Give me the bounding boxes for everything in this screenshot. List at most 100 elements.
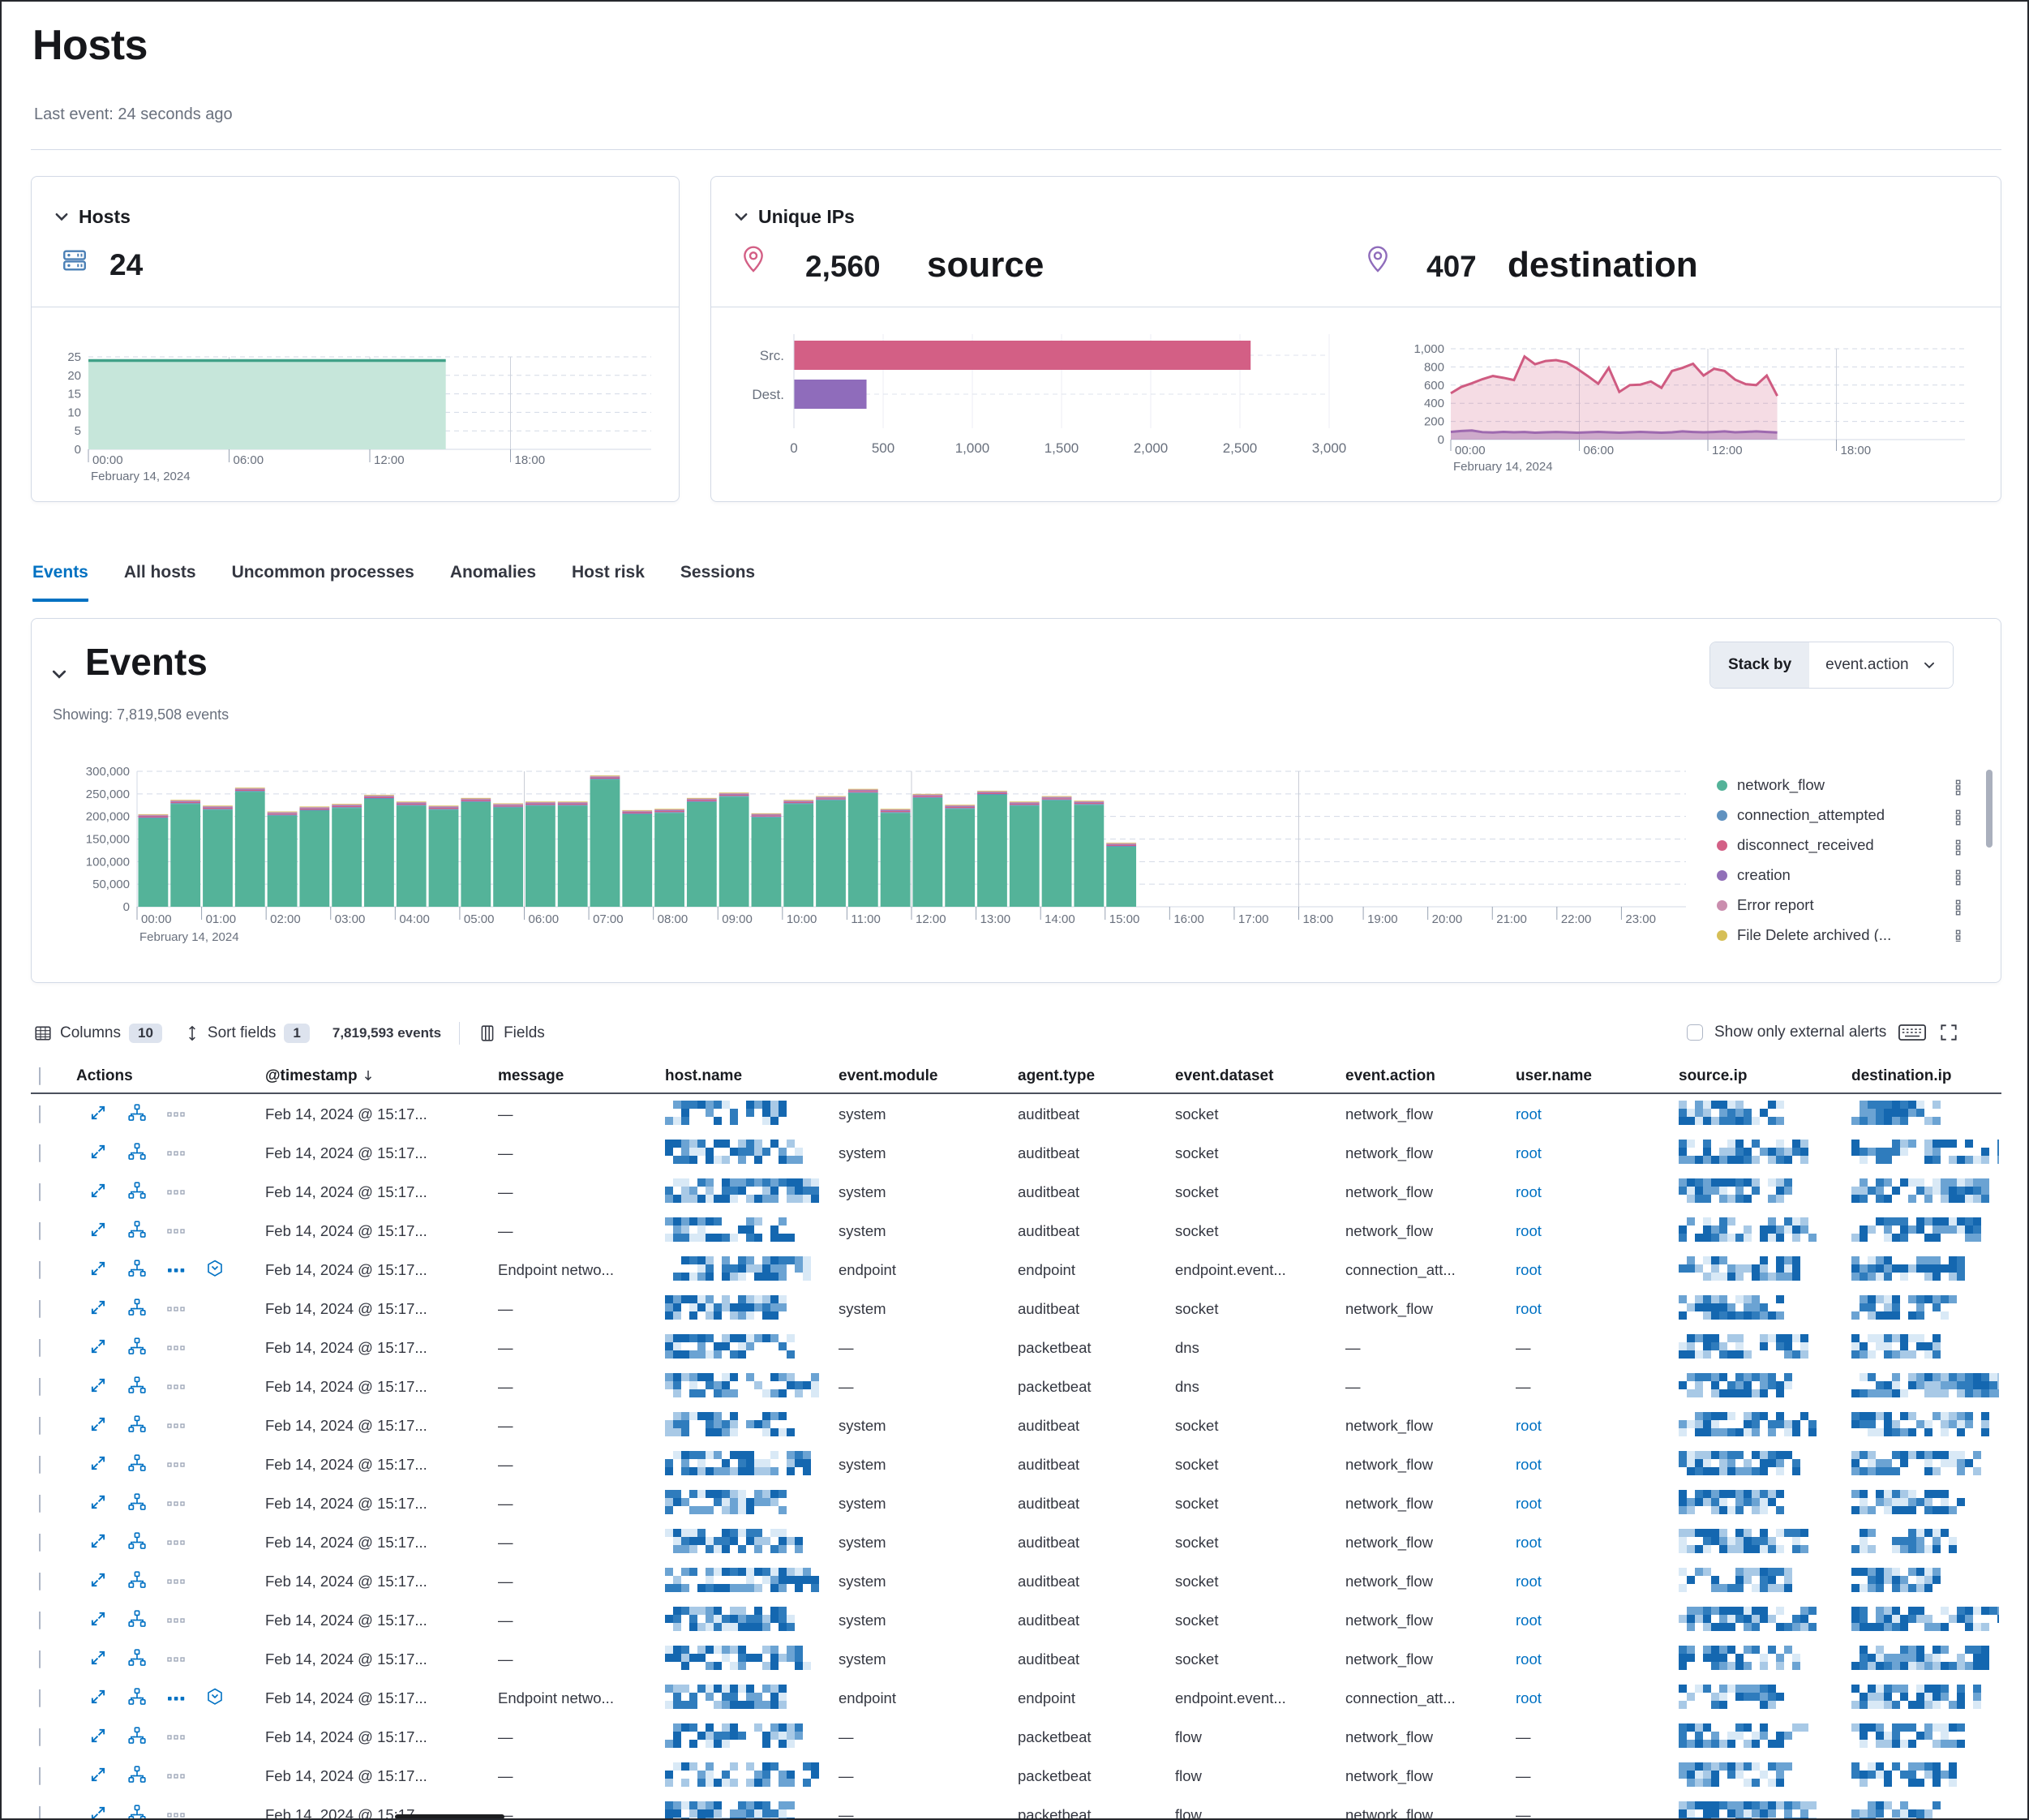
- horizontal-scrollbar[interactable]: [395, 1814, 504, 1819]
- expand-event-icon[interactable]: [89, 1571, 107, 1593]
- analyze-event-icon[interactable]: [127, 1570, 147, 1594]
- column-header-message[interactable]: message: [487, 1067, 654, 1085]
- more-actions-icon[interactable]: [167, 1495, 185, 1513]
- user-name-link[interactable]: root: [1516, 1144, 1542, 1161]
- more-actions-icon[interactable]: [167, 1144, 185, 1162]
- column-header-eventaction[interactable]: event.action: [1334, 1067, 1504, 1085]
- user-name-link[interactable]: root: [1516, 1417, 1542, 1434]
- row-checkbox[interactable]: [39, 1728, 41, 1746]
- row-checkbox[interactable]: [39, 1806, 41, 1820]
- row-checkbox[interactable]: [39, 1612, 41, 1629]
- more-actions-icon[interactable]: [167, 1767, 185, 1785]
- user-name-link[interactable]: root: [1516, 1183, 1542, 1200]
- row-checkbox[interactable]: [39, 1378, 41, 1396]
- expand-event-icon[interactable]: [89, 1298, 107, 1320]
- column-header-eventmodule[interactable]: event.module: [827, 1067, 1006, 1085]
- expand-event-icon[interactable]: [89, 1454, 107, 1476]
- row-checkbox[interactable]: [39, 1417, 41, 1435]
- collapse-chevron-icon[interactable]: [49, 664, 67, 682]
- analyze-event-icon[interactable]: [127, 1414, 147, 1438]
- legend-item[interactable]: connection_attempted: [1702, 803, 2001, 827]
- expand-event-icon[interactable]: [89, 1104, 107, 1126]
- user-name-link[interactable]: root: [1516, 1261, 1542, 1278]
- legend-item[interactable]: creation: [1702, 863, 2001, 887]
- select-all-checkbox[interactable]: [39, 1067, 41, 1085]
- row-checkbox[interactable]: [39, 1222, 41, 1240]
- more-actions-icon[interactable]: [167, 1222, 185, 1240]
- legend-options-icon[interactable]: [1955, 839, 1962, 860]
- tab-events[interactable]: Events: [32, 563, 88, 602]
- analyze-event-icon[interactable]: [127, 1609, 147, 1633]
- more-actions-icon[interactable]: [167, 1456, 185, 1474]
- column-header-agenttype[interactable]: agent.type: [1006, 1067, 1164, 1085]
- more-actions-icon[interactable]: [167, 1183, 185, 1201]
- more-actions-icon[interactable]: [167, 1378, 185, 1396]
- analyze-event-icon[interactable]: [127, 1765, 147, 1788]
- tab-sessions[interactable]: Sessions: [680, 563, 755, 602]
- tab-uncommon-processes[interactable]: Uncommon processes: [232, 563, 414, 602]
- expand-event-icon[interactable]: [89, 1688, 107, 1710]
- user-name-link[interactable]: root: [1516, 1612, 1542, 1629]
- analyze-event-icon[interactable]: [127, 1259, 147, 1282]
- legend-item[interactable]: network_flow: [1702, 773, 2001, 797]
- column-header-eventdataset[interactable]: event.dataset: [1164, 1067, 1334, 1085]
- row-checkbox[interactable]: [39, 1767, 41, 1785]
- user-name-link[interactable]: root: [1516, 1650, 1542, 1668]
- more-actions-icon[interactable]: [167, 1534, 185, 1552]
- user-name-link[interactable]: root: [1516, 1105, 1542, 1122]
- row-checkbox[interactable]: [39, 1183, 41, 1201]
- analyze-event-icon[interactable]: [127, 1298, 147, 1321]
- stack-by-select[interactable]: event.action: [1809, 642, 1952, 688]
- analyze-event-icon[interactable]: [127, 1337, 147, 1360]
- row-checkbox[interactable]: [39, 1534, 41, 1552]
- tab-host-risk[interactable]: Host risk: [572, 563, 645, 602]
- external-alerts-checkbox[interactable]: [1687, 1024, 1703, 1041]
- expand-event-icon[interactable]: [89, 1493, 107, 1515]
- expand-event-icon[interactable]: [89, 1766, 107, 1788]
- expand-event-icon[interactable]: [89, 1260, 107, 1281]
- columns-control[interactable]: Columns 10: [34, 1024, 162, 1043]
- expand-event-icon[interactable]: [89, 1610, 107, 1632]
- column-header-Actions[interactable]: Actions: [71, 1067, 254, 1085]
- more-actions-icon[interactable]: [167, 1806, 185, 1820]
- more-actions-icon[interactable]: [167, 1573, 185, 1590]
- column-header-timestamp[interactable]: @timestamp: [254, 1067, 487, 1085]
- user-name-link[interactable]: root: [1516, 1456, 1542, 1473]
- collapse-chevron-icon[interactable]: [53, 208, 71, 225]
- analyze-event-icon[interactable]: [127, 1376, 147, 1399]
- column-header-hostname[interactable]: host.name: [654, 1067, 827, 1085]
- analyze-event-icon[interactable]: [127, 1453, 147, 1477]
- analyze-event-icon[interactable]: [127, 1531, 147, 1555]
- more-actions-icon[interactable]: [167, 1300, 185, 1318]
- column-header-username[interactable]: user.name: [1504, 1067, 1667, 1085]
- expand-event-icon[interactable]: [89, 1727, 107, 1749]
- fullscreen-icon[interactable]: [1938, 1022, 1959, 1043]
- expand-event-icon[interactable]: [89, 1337, 107, 1359]
- collapse-chevron-icon[interactable]: [732, 208, 750, 225]
- analyze-event-icon[interactable]: [127, 1648, 147, 1672]
- row-checkbox[interactable]: [39, 1456, 41, 1474]
- legend-options-icon[interactable]: [1955, 779, 1962, 800]
- more-actions-icon[interactable]: [167, 1650, 185, 1668]
- analyze-event-icon[interactable]: [127, 1142, 147, 1165]
- more-actions-icon[interactable]: [167, 1612, 185, 1629]
- expand-event-icon[interactable]: [89, 1649, 107, 1671]
- more-actions-icon[interactable]: [167, 1417, 185, 1435]
- column-header-destinationip[interactable]: destination.ip: [1840, 1067, 1999, 1085]
- analyze-event-icon[interactable]: [127, 1804, 147, 1820]
- expand-event-icon[interactable]: [89, 1182, 107, 1204]
- sort-fields-control[interactable]: Sort fields 1: [185, 1024, 310, 1043]
- user-name-link[interactable]: root: [1516, 1495, 1542, 1512]
- row-checkbox[interactable]: [39, 1261, 41, 1279]
- legend-options-icon[interactable]: [1955, 869, 1962, 890]
- user-name-link[interactable]: root: [1516, 1534, 1542, 1551]
- user-name-link[interactable]: root: [1516, 1300, 1542, 1317]
- analyze-event-icon[interactable]: [127, 1181, 147, 1204]
- more-actions-icon[interactable]: [167, 1689, 185, 1707]
- expand-event-icon[interactable]: [89, 1221, 107, 1243]
- row-checkbox[interactable]: [39, 1144, 41, 1162]
- analyze-event-icon[interactable]: [127, 1103, 147, 1127]
- more-actions-icon[interactable]: [167, 1261, 185, 1279]
- user-name-link[interactable]: root: [1516, 1573, 1542, 1590]
- more-actions-icon[interactable]: [167, 1339, 185, 1357]
